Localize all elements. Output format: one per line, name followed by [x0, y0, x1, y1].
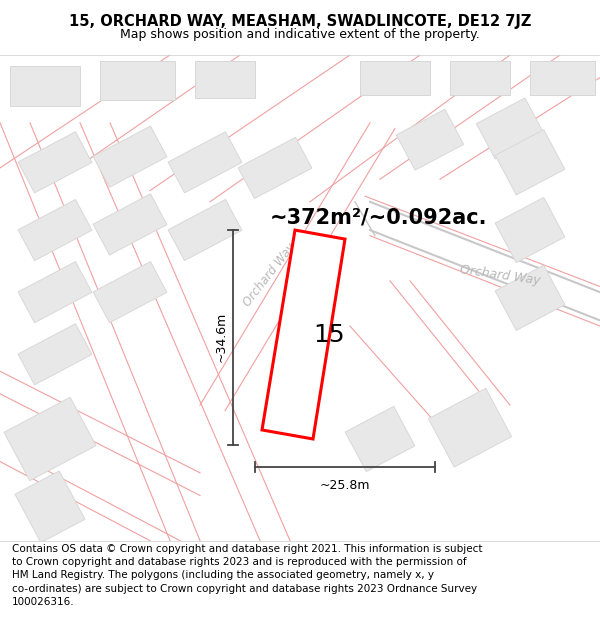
Polygon shape	[18, 324, 92, 385]
Polygon shape	[495, 265, 565, 331]
Polygon shape	[238, 138, 312, 199]
Polygon shape	[168, 132, 242, 193]
Text: Contains OS data © Crown copyright and database right 2021. This information is : Contains OS data © Crown copyright and d…	[12, 544, 482, 607]
Polygon shape	[530, 61, 595, 94]
Polygon shape	[476, 98, 544, 159]
Text: ~34.6m: ~34.6m	[215, 312, 227, 362]
Text: 15: 15	[313, 322, 344, 346]
Polygon shape	[450, 61, 510, 94]
Polygon shape	[93, 194, 167, 255]
Polygon shape	[100, 61, 175, 100]
Polygon shape	[262, 230, 345, 439]
Text: 15, ORCHARD WAY, MEASHAM, SWADLINCOTE, DE12 7JZ: 15, ORCHARD WAY, MEASHAM, SWADLINCOTE, D…	[69, 14, 531, 29]
Polygon shape	[18, 199, 92, 261]
Polygon shape	[168, 199, 242, 261]
Polygon shape	[345, 406, 415, 472]
Polygon shape	[360, 61, 430, 94]
Polygon shape	[18, 132, 92, 193]
Polygon shape	[18, 262, 92, 322]
Text: ~25.8m: ~25.8m	[320, 479, 370, 492]
Polygon shape	[428, 388, 512, 467]
Polygon shape	[93, 262, 167, 322]
Text: Map shows position and indicative extent of the property.: Map shows position and indicative extent…	[120, 28, 480, 41]
Polygon shape	[195, 61, 255, 98]
Polygon shape	[10, 66, 80, 106]
Polygon shape	[495, 129, 565, 195]
Text: Orchard Way: Orchard Way	[241, 241, 299, 309]
Text: ~372m²/~0.092ac.: ~372m²/~0.092ac.	[270, 208, 487, 227]
Polygon shape	[15, 471, 85, 542]
Polygon shape	[93, 126, 167, 188]
Polygon shape	[495, 198, 565, 262]
Text: Orchard Way: Orchard Way	[459, 263, 541, 288]
Polygon shape	[397, 109, 464, 170]
Polygon shape	[4, 398, 96, 481]
